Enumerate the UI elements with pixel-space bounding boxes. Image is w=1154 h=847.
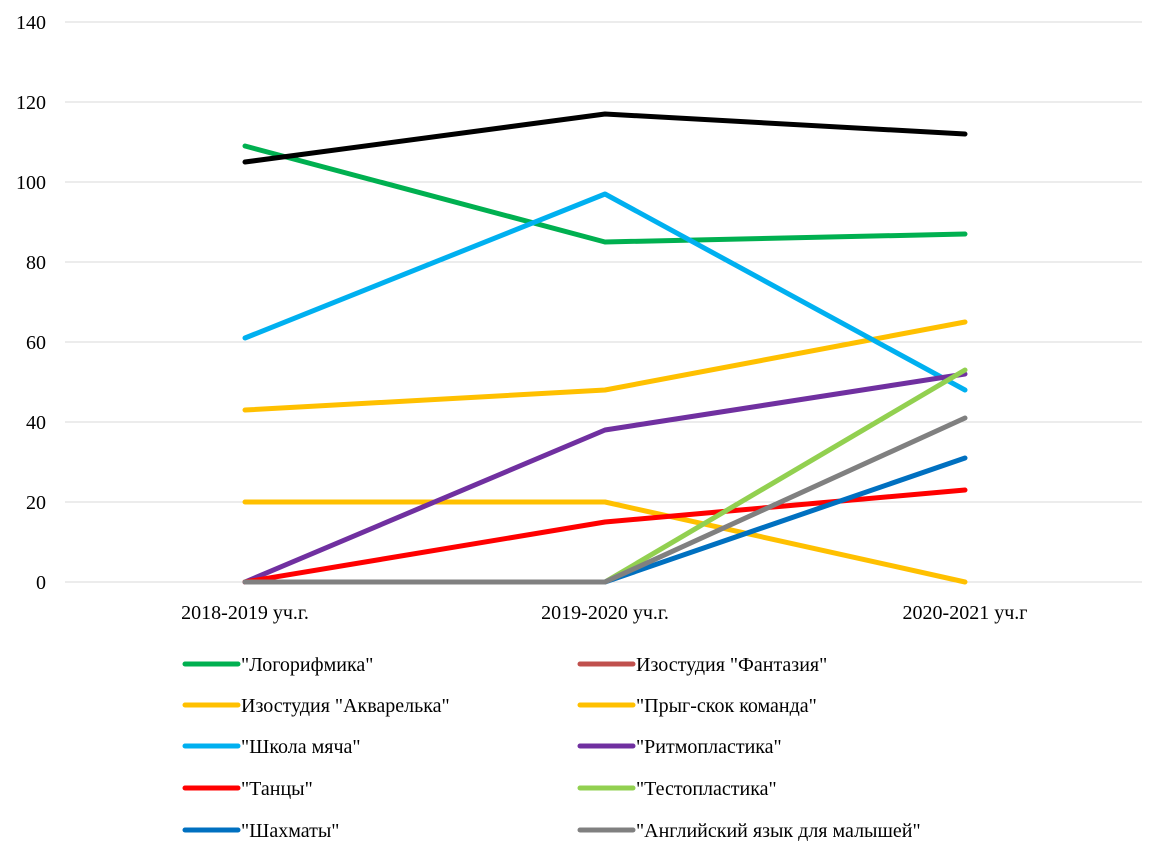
legend-label: "Тестопластика" bbox=[636, 778, 777, 800]
legend-label: Изостудия "Фантазия" bbox=[636, 654, 827, 676]
gridlines bbox=[65, 21, 1142, 583]
legend-label: "Танцы" bbox=[241, 778, 313, 800]
legend: "Логорифмика" Изостудия "Фантазия" Изостуд… bbox=[182, 654, 921, 842]
y-tick-label: 100 bbox=[16, 172, 46, 194]
x-tick-label: 2019-2020 уч.г. bbox=[541, 602, 669, 624]
legend-label: "Шахматы" bbox=[241, 820, 339, 842]
y-tick-label: 20 bbox=[26, 492, 46, 514]
y-tick-label: 60 bbox=[26, 332, 46, 354]
legend-label: "Логорифмика" bbox=[241, 654, 373, 676]
y-tick-label: 0 bbox=[36, 572, 46, 594]
y-tick-label: 120 bbox=[16, 92, 46, 114]
y-tick-label: 140 bbox=[16, 12, 46, 34]
x-axis: 2018-2019 уч.г. 2019-2020 уч.г. 2020-2021 … bbox=[181, 602, 1027, 624]
legend-label: "Английский язык для малышей" bbox=[636, 820, 921, 842]
series-line bbox=[602, 455, 968, 585]
series-lines bbox=[242, 111, 968, 585]
legend-label: Изостудия "Акварелька" bbox=[241, 695, 450, 717]
y-tick-label: 80 bbox=[26, 252, 46, 274]
legend-label: "Школа мяча" bbox=[241, 736, 361, 758]
series-line bbox=[242, 191, 968, 393]
x-tick-label: 2018-2019 уч.г. bbox=[181, 602, 309, 624]
series-line bbox=[242, 415, 968, 585]
series-line bbox=[242, 371, 968, 585]
legend-label: "Ритмопластика" bbox=[636, 736, 782, 758]
series-line bbox=[602, 367, 968, 585]
series-line bbox=[242, 499, 968, 585]
legend-label: "Прыг-скок команда" bbox=[636, 695, 817, 717]
y-axis: 0 20 40 60 80 100 120 140 bbox=[16, 12, 46, 594]
series-line bbox=[242, 143, 968, 245]
x-tick-label: 2020-2021 уч.г bbox=[903, 602, 1028, 624]
series-line bbox=[242, 111, 968, 165]
y-tick-label: 40 bbox=[26, 412, 46, 434]
series-line bbox=[242, 319, 968, 413]
